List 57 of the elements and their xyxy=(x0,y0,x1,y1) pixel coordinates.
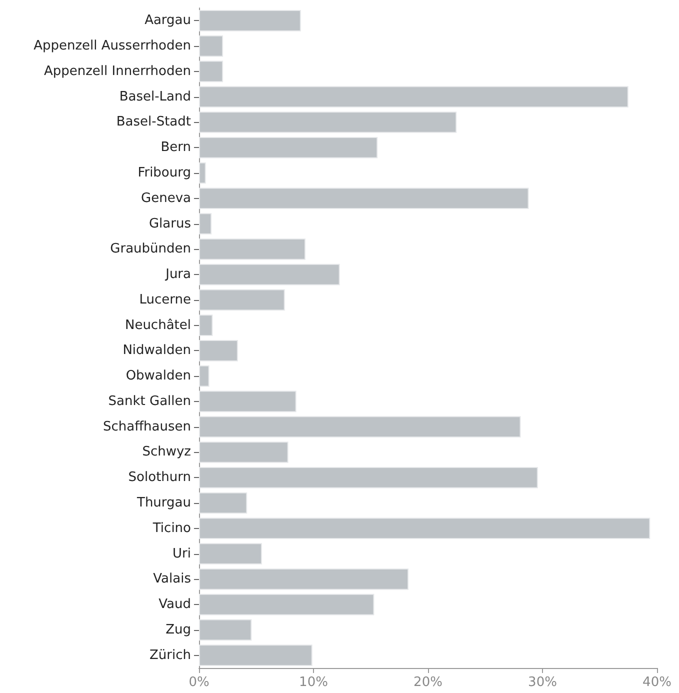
y-tick-label: Jura xyxy=(164,267,191,282)
y-tick-label: Nidwalden xyxy=(122,343,191,358)
y-tick-label: Thurgau xyxy=(136,496,191,510)
x-tick-label: 30% xyxy=(528,675,557,690)
y-tick-label: Graubünden xyxy=(110,242,191,257)
y-tick-label: Basel-Land xyxy=(119,89,191,104)
bar xyxy=(199,594,374,616)
y-tick-label: Lucerne xyxy=(139,292,191,308)
bar xyxy=(199,264,340,286)
bar xyxy=(199,289,285,311)
y-tick-label: Fribourg xyxy=(138,166,191,180)
bar xyxy=(199,568,409,590)
y-tick-label: Neuchâtel xyxy=(124,318,191,333)
bar xyxy=(199,442,288,463)
bar xyxy=(199,86,628,108)
x-tick-label: 0% xyxy=(188,675,210,690)
y-tick-label: Schwyz xyxy=(142,444,192,460)
y-tick-label: Uri xyxy=(172,546,191,562)
bar xyxy=(199,35,224,57)
bar xyxy=(199,112,457,133)
y-tick-label: Sankt Gallen xyxy=(108,394,191,409)
y-tick-label: Zürich xyxy=(150,648,191,663)
y-tick-label: Valais xyxy=(153,572,192,587)
y-tick-label: Schaffhausen xyxy=(102,419,191,434)
y-tick-label: Basel-Stadt xyxy=(116,114,191,130)
bar xyxy=(199,314,213,336)
y-tick-label: Zug xyxy=(166,622,191,638)
y-tick-label: Geneva xyxy=(141,190,191,206)
bar xyxy=(199,10,301,32)
bar xyxy=(199,416,521,438)
bar xyxy=(199,340,238,362)
y-tick-label: Bern xyxy=(160,140,191,156)
y-tick-label: Glarus xyxy=(148,216,192,232)
bar xyxy=(199,619,252,641)
y-tick-label: Obwalden xyxy=(126,368,191,384)
bar xyxy=(199,188,529,210)
bar xyxy=(199,390,296,412)
y-tick-label: Ticino xyxy=(152,520,192,536)
y-tick-label: Vaud xyxy=(158,597,191,612)
y-tick-label: Appenzell Innerrhoden xyxy=(44,64,191,79)
bar xyxy=(199,60,224,82)
bar xyxy=(199,466,538,488)
bar xyxy=(199,365,210,387)
bar xyxy=(199,213,212,234)
bar xyxy=(199,492,248,514)
x-tick-label: 20% xyxy=(414,675,442,690)
x-tick-label: 40% xyxy=(642,675,672,690)
bar xyxy=(199,644,312,666)
y-tick-label: Solothurn xyxy=(128,470,191,486)
bar xyxy=(199,543,262,564)
bar xyxy=(199,136,378,158)
bar xyxy=(199,162,206,184)
y-tick-label: Aargau xyxy=(144,13,191,28)
y-tick-label: Appenzell Ausserrhoden xyxy=(34,38,191,54)
bar xyxy=(199,518,650,540)
x-tick-label: 10% xyxy=(299,675,328,690)
bar xyxy=(199,238,306,260)
